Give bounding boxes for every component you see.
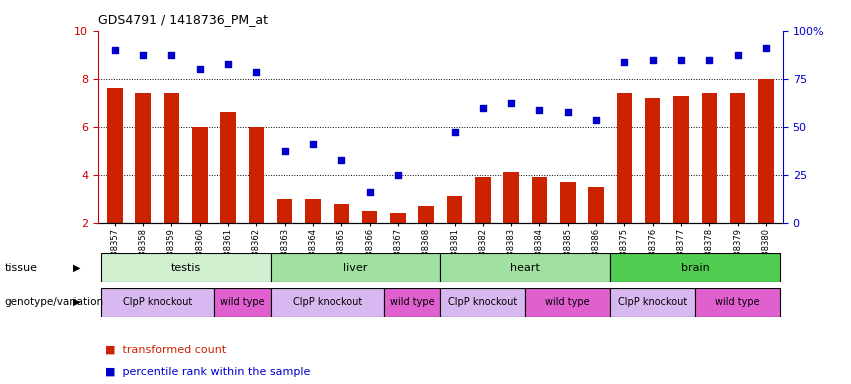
Text: GDS4791 / 1418736_PM_at: GDS4791 / 1418736_PM_at	[98, 13, 268, 26]
Text: tissue: tissue	[4, 263, 37, 273]
Bar	[610, 253, 780, 282]
Bar	[701, 93, 717, 223]
Bar	[384, 288, 440, 317]
Text: testis: testis	[170, 263, 201, 273]
Bar	[475, 177, 491, 223]
Bar	[645, 98, 660, 223]
Bar	[334, 204, 349, 223]
Text: heart: heart	[511, 263, 540, 273]
Bar	[504, 172, 519, 223]
Bar	[532, 177, 547, 223]
Point	[533, 107, 546, 113]
Point	[249, 68, 263, 74]
Bar	[271, 253, 441, 282]
Bar	[695, 288, 780, 317]
Point	[703, 56, 717, 63]
Text: ■  transformed count: ■ transformed count	[98, 344, 226, 354]
Point	[221, 61, 235, 68]
Point	[448, 128, 461, 135]
Bar	[390, 213, 406, 223]
Bar	[306, 199, 321, 223]
Point	[505, 100, 518, 106]
Text: ▶: ▶	[73, 263, 81, 273]
Text: wild type: wild type	[716, 297, 760, 308]
Point	[561, 109, 574, 116]
Point	[589, 116, 603, 122]
Point	[391, 172, 405, 178]
Bar	[135, 93, 151, 223]
Bar	[277, 199, 293, 223]
Point	[164, 52, 178, 58]
Bar	[758, 79, 774, 223]
Point	[759, 45, 773, 51]
Point	[193, 66, 207, 72]
Bar	[362, 211, 377, 223]
Point	[306, 141, 320, 147]
Point	[731, 52, 745, 58]
Point	[476, 104, 489, 111]
Bar	[220, 113, 236, 223]
Bar	[610, 288, 695, 317]
Bar	[107, 88, 123, 223]
Text: wild type: wild type	[390, 297, 434, 308]
Bar	[525, 288, 610, 317]
Text: ■  percentile rank within the sample: ■ percentile rank within the sample	[98, 367, 311, 377]
Bar	[447, 196, 462, 223]
Text: genotype/variation: genotype/variation	[4, 297, 103, 307]
Point	[136, 52, 150, 58]
Bar	[588, 187, 604, 223]
Bar	[100, 253, 271, 282]
Bar	[419, 206, 434, 223]
Bar	[271, 288, 384, 317]
Text: ClpP knockout: ClpP knockout	[123, 297, 192, 308]
Text: ClpP knockout: ClpP knockout	[448, 297, 517, 308]
Bar	[163, 93, 180, 223]
Bar	[248, 127, 264, 223]
Bar	[214, 288, 271, 317]
Bar	[617, 93, 632, 223]
Text: ▶: ▶	[73, 297, 81, 307]
Bar	[192, 127, 208, 223]
Text: wild type: wild type	[545, 297, 590, 308]
Bar	[100, 288, 214, 317]
Point	[646, 56, 660, 63]
Text: liver: liver	[343, 263, 368, 273]
Bar	[440, 253, 610, 282]
Point	[618, 59, 631, 65]
Bar	[673, 96, 688, 223]
Point	[278, 148, 292, 154]
Point	[363, 189, 376, 195]
Text: ClpP knockout: ClpP knockout	[293, 297, 362, 308]
Text: ClpP knockout: ClpP knockout	[618, 297, 688, 308]
Point	[334, 157, 348, 164]
Point	[674, 56, 688, 63]
Bar	[560, 182, 575, 223]
Text: brain: brain	[681, 263, 710, 273]
Bar	[730, 93, 745, 223]
Text: wild type: wild type	[220, 297, 265, 308]
Bar	[440, 288, 525, 317]
Point	[108, 47, 122, 53]
